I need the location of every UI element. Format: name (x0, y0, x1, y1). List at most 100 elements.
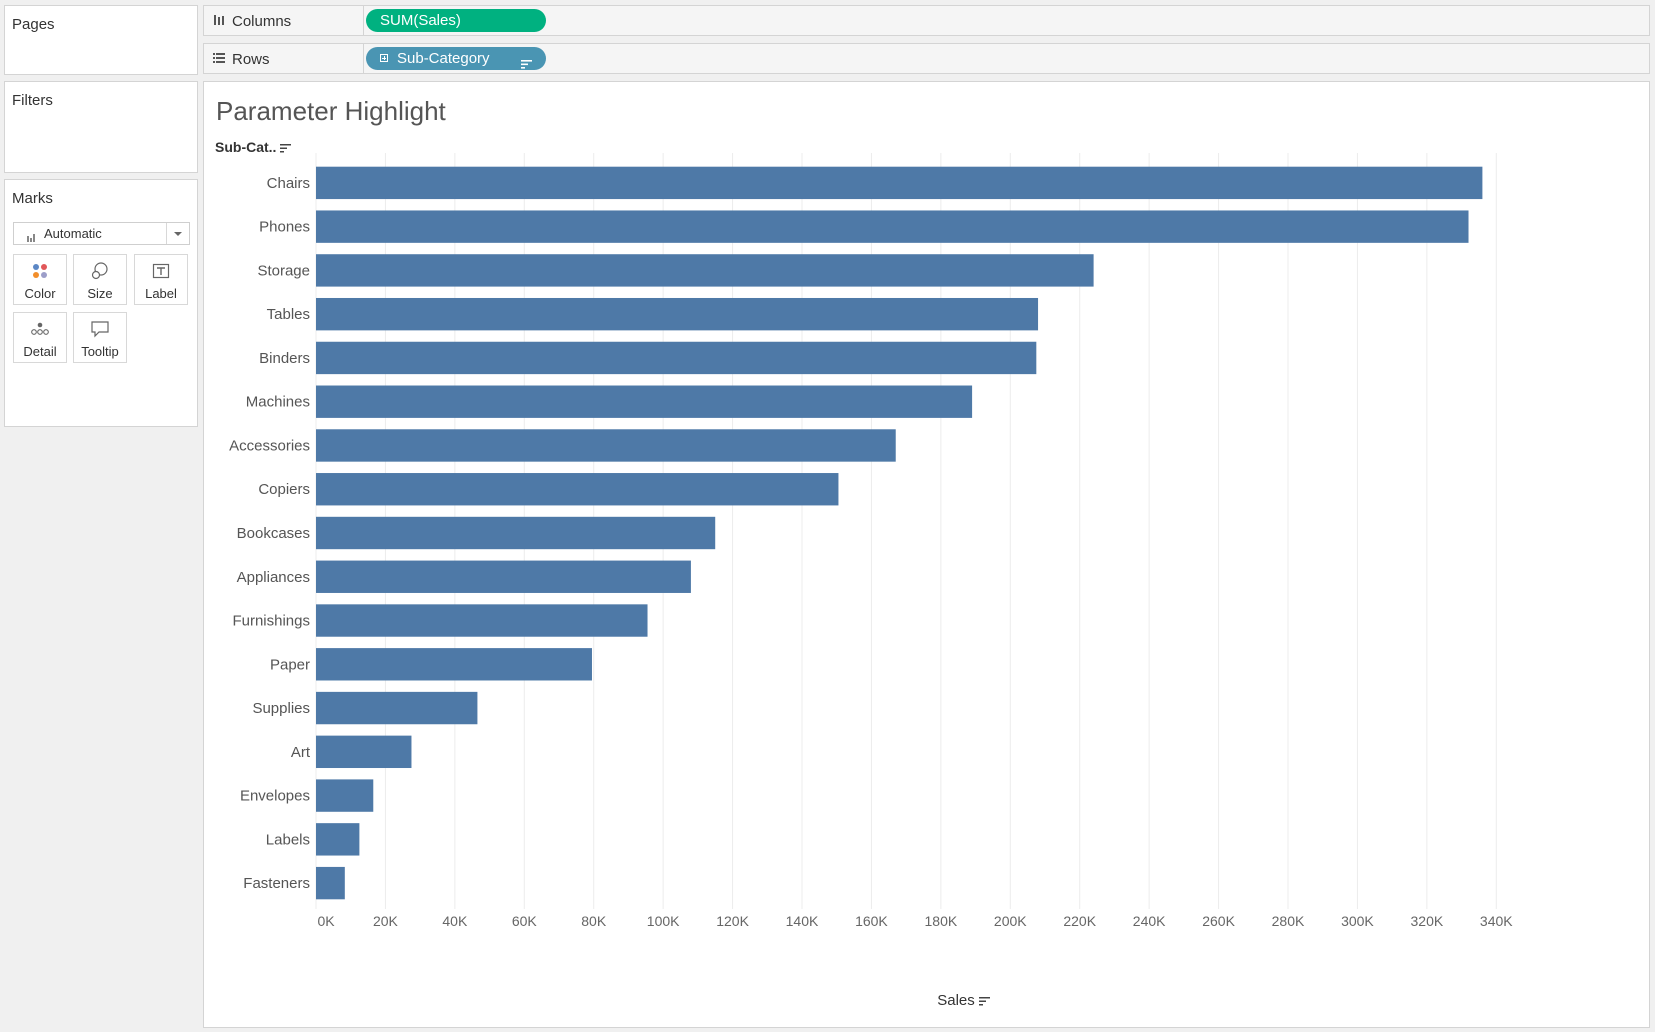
bar-supplies[interactable] (316, 691, 478, 725)
pages-card[interactable]: Pages (4, 5, 198, 75)
label-icon (135, 261, 187, 281)
x-tick-label: 40K (442, 913, 468, 929)
category-label-paper[interactable]: Paper (270, 656, 310, 673)
pages-title: Pages (12, 16, 55, 33)
detail-button[interactable]: Detail (13, 312, 67, 363)
x-tick-label: 160K (855, 913, 888, 929)
rows-icon (213, 52, 225, 67)
chevron-down-icon (174, 232, 182, 236)
dropdown-divider (166, 223, 167, 244)
color-icon (14, 261, 66, 281)
rows-header-label: Sub-Cat.. (215, 139, 277, 155)
chart-title: Parameter Highlight (216, 96, 446, 126)
category-label-copiers[interactable]: Copiers (258, 481, 310, 498)
bar-machines[interactable] (316, 385, 973, 418)
x-tick-label: 200K (994, 913, 1027, 929)
tooltip-icon (74, 319, 126, 339)
x-tick-label: 0K (317, 913, 335, 929)
tooltip-button[interactable]: Tooltip (73, 312, 127, 363)
filters-card[interactable]: Filters (4, 81, 198, 173)
sort-descending-icon[interactable] (280, 140, 292, 156)
sub-category-pill-text: Sub-Category (397, 50, 490, 67)
rows-header[interactable]: Sub-Cat.. (215, 139, 292, 156)
detail-label: Detail (23, 344, 57, 359)
marks-card: Marks Automatic Color Size Label Detail (4, 179, 198, 427)
bar-phones[interactable] (316, 210, 1469, 243)
color-label: Color (24, 286, 56, 301)
bar-accessories[interactable] (316, 429, 896, 462)
viz-area: Parameter Highlight Sub-Cat.. Chairs Phon… (203, 81, 1650, 1028)
bar-tables[interactable] (316, 297, 1039, 331)
bar-furnishings[interactable] (316, 604, 648, 637)
bar-envelopes[interactable] (316, 779, 374, 812)
category-labels: Chairs Phones Storage Tables Binders Machines… (229, 175, 311, 892)
expand-plus-icon[interactable] (380, 54, 388, 62)
x-tick-label: 220K (1063, 913, 1096, 929)
category-label-bookcases[interactable]: Bookcases (237, 525, 310, 542)
x-tick-label: 180K (925, 913, 958, 929)
bar-storage[interactable] (316, 254, 1094, 287)
category-label-supplies[interactable]: Supplies (252, 700, 310, 717)
bar-art[interactable] (316, 735, 412, 769)
x-axis-ticks: 0K 20K 40K 60K 80K 100K 120K 140K 160K 180K 200K 22… (317, 913, 1513, 929)
columns-label: Columns (232, 13, 292, 30)
columns-shelf[interactable]: Columns SUM(Sales) (203, 5, 1650, 36)
sort-descending-icon[interactable] (978, 993, 990, 1010)
bar-bookcases[interactable] (316, 516, 716, 550)
x-tick-label: 340K (1480, 913, 1513, 929)
mark-type-label: Automatic (44, 226, 102, 241)
category-label-chairs[interactable]: Chairs (267, 175, 310, 192)
category-label-envelopes[interactable]: Envelopes (240, 788, 310, 805)
color-button[interactable]: Color (13, 254, 67, 305)
x-tick-label: 20K (373, 913, 399, 929)
size-button[interactable]: Size (73, 254, 127, 305)
rows-shelf[interactable]: Rows Sub-Category (203, 43, 1650, 74)
bar-chart: Chairs Phones Storage Tables Binders Machines… (229, 153, 1513, 929)
category-label-art[interactable]: Art (291, 744, 311, 761)
x-tick-label: 60K (512, 913, 538, 929)
bar-fasteners[interactable] (316, 866, 345, 900)
bar-labels[interactable] (316, 823, 360, 856)
category-label-appliances[interactable]: Appliances (237, 569, 310, 586)
label-button[interactable]: Label (134, 254, 188, 305)
bar-paper[interactable] (316, 648, 592, 681)
category-label-fasteners[interactable]: Fasteners (243, 875, 310, 892)
x-axis-title-container[interactable]: Sales (204, 992, 1649, 1010)
rows-shelf-label-area: Rows (204, 44, 364, 73)
x-tick-label: 80K (581, 913, 607, 929)
sum-sales-pill[interactable]: SUM(Sales) (366, 9, 546, 32)
category-label-phones[interactable]: Phones (259, 219, 310, 236)
category-label-labels[interactable]: Labels (266, 831, 310, 848)
sub-category-pill[interactable]: Sub-Category (366, 47, 546, 70)
bar-binders[interactable] (316, 341, 1037, 375)
category-label-binders[interactable]: Binders (259, 350, 310, 367)
x-tick-label: 100K (647, 913, 680, 929)
filters-title: Filters (12, 92, 53, 109)
columns-icon (213, 14, 225, 29)
category-label-storage[interactable]: Storage (257, 262, 310, 279)
label-label: Label (145, 286, 177, 301)
category-label-machines[interactable]: Machines (246, 394, 310, 411)
bar-chairs[interactable] (316, 166, 1483, 200)
x-tick-label: 140K (786, 913, 819, 929)
mark-type-dropdown[interactable]: Automatic (13, 222, 190, 245)
bar-copiers[interactable] (316, 473, 839, 506)
x-tick-label: 120K (716, 913, 749, 929)
size-label: Size (87, 286, 113, 301)
tooltip-label: Tooltip (81, 344, 119, 359)
sort-descending-icon[interactable] (521, 53, 532, 76)
category-label-accessories[interactable]: Accessories (229, 437, 310, 454)
bar-layer (316, 166, 1483, 900)
marks-title: Marks (12, 190, 53, 207)
category-label-furnishings[interactable]: Furnishings (232, 613, 310, 630)
columns-shelf-label-area: Columns (204, 6, 364, 35)
x-tick-label: 240K (1133, 913, 1166, 929)
bar-appliances[interactable] (316, 560, 691, 593)
size-icon (74, 261, 126, 281)
detail-icon (14, 319, 66, 339)
x-tick-label: 300K (1341, 913, 1374, 929)
x-tick-label: 260K (1202, 913, 1235, 929)
rows-label: Rows (232, 51, 270, 68)
category-label-tables[interactable]: Tables (267, 306, 310, 323)
bar-chart-icon (26, 228, 36, 249)
